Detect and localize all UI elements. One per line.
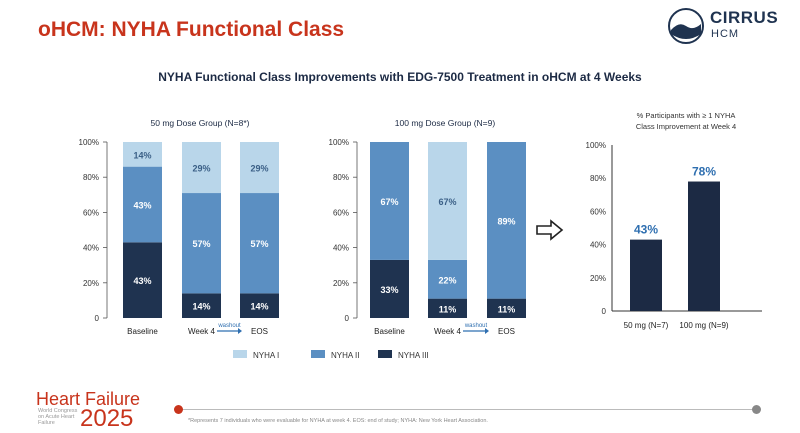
- data-label: 67%: [438, 197, 456, 207]
- x-tick-label: 100 mg (N=9): [679, 321, 728, 330]
- panel-title: 100 mg Dose Group (N=9): [395, 118, 496, 128]
- chart-subtitle: NYHA Functional Class Improvements with …: [158, 70, 642, 84]
- footer-dot-left: [174, 405, 183, 414]
- data-label: 11%: [439, 304, 457, 314]
- x-tick-label: Baseline: [374, 327, 405, 336]
- stacked-bar-segment: [240, 142, 279, 194]
- stacked-bar-segment: [428, 142, 467, 260]
- legend-label: NYHA III: [398, 351, 429, 360]
- y-tick-label: 20%: [590, 274, 606, 283]
- washout-arrow-head: [485, 328, 489, 334]
- x-tick-label: EOS: [498, 327, 515, 336]
- stacked-bar-segment: [240, 293, 279, 318]
- stacked-bar-segment: [182, 193, 221, 294]
- stacked-bar-segment: [487, 298, 526, 318]
- slide-title: oHCM: NYHA Functional Class: [38, 18, 345, 41]
- y-tick-label: 80%: [590, 174, 606, 183]
- data-label: 67%: [380, 197, 398, 207]
- data-label: 14%: [250, 302, 268, 312]
- legend-label: NYHA II: [331, 351, 359, 360]
- bar: [688, 181, 720, 311]
- y-tick-label: 40%: [333, 244, 349, 253]
- heart-failure-logo-text: Heart Failure: [36, 389, 141, 409]
- y-tick-label: 0: [602, 307, 607, 316]
- logo-name: CIRRUS: [710, 8, 779, 27]
- stacked-bar-segment: [487, 142, 526, 299]
- data-label: 22%: [438, 275, 456, 285]
- cirrus-logo-mark: [668, 8, 704, 44]
- data-label: 43%: [133, 276, 151, 286]
- chart-area: 50 mg Dose Group (N=8*) 0 20% 40% 60% 80% 100%…: [79, 111, 762, 360]
- heart-failure-logo-subtext: World Congress on Acute Heart Failure: [38, 408, 78, 426]
- y-tick-label: 80%: [333, 173, 349, 182]
- x-tick-label: Week 4: [188, 327, 216, 336]
- y-tick-label: 20%: [83, 279, 99, 288]
- y-tick-label: 20%: [333, 279, 349, 288]
- y-tick-label: 0: [345, 314, 350, 323]
- data-label: 57%: [192, 239, 210, 249]
- data-label: 33%: [380, 285, 398, 295]
- footnote: *Represents 7 individuals who were evalu…: [188, 418, 488, 424]
- x-tick-label: Baseline: [127, 327, 158, 336]
- washout-label: washout: [217, 323, 241, 329]
- x-tick-label: EOS: [251, 327, 268, 336]
- stacked-bar-segment: [370, 259, 409, 318]
- stacked-bar-segment: [428, 298, 467, 318]
- y-tick-label: 80%: [83, 173, 99, 182]
- stacked-bar-segment: [428, 259, 467, 299]
- legend-swatch: [311, 350, 325, 358]
- x-tick-label: 50 mg (N=7): [624, 321, 669, 330]
- bar: [630, 239, 662, 311]
- legend-swatch: [233, 350, 247, 358]
- panel-title: Class Improvement at Week 4: [636, 122, 736, 131]
- panel-title: 50 mg Dose Group (N=8*): [151, 118, 250, 128]
- data-label: 29%: [250, 164, 268, 174]
- y-tick-label: 60%: [333, 208, 349, 217]
- data-label: 14%: [192, 302, 210, 312]
- data-label: 78%: [692, 165, 716, 179]
- data-label: 43%: [133, 200, 151, 210]
- heart-failure-logo-year: 2025: [80, 405, 134, 432]
- panel-title: % Participants with ≥ 1 NYHA: [637, 111, 736, 120]
- footer-dot-right: [752, 405, 761, 414]
- washout-arrow-head: [238, 328, 242, 334]
- stacked-bar-segment: [370, 142, 409, 260]
- x-tick-label: Week 4: [434, 327, 462, 336]
- stacked-bar-segment: [123, 142, 162, 167]
- stacked-bar-segment: [182, 293, 221, 318]
- data-label: 14%: [133, 150, 151, 160]
- y-tick-label: 60%: [83, 208, 99, 217]
- data-label: 89%: [497, 216, 515, 226]
- y-tick-label: 100%: [329, 138, 349, 147]
- washout-label: washout: [464, 323, 488, 329]
- stacked-bar-segment: [123, 166, 162, 243]
- y-tick-label: 40%: [590, 241, 606, 250]
- footer-divider: [178, 409, 756, 410]
- data-label: 43%: [634, 223, 658, 237]
- data-label: 57%: [250, 239, 268, 249]
- legend-label: NYHA I: [253, 351, 279, 360]
- logo-sub: HCM: [711, 28, 740, 40]
- y-tick-label: 100%: [79, 138, 99, 147]
- stacked-bar-segment: [182, 142, 221, 194]
- stacked-bar-segment: [123, 242, 162, 318]
- transition-arrow-icon: [536, 219, 564, 241]
- y-tick-label: 100%: [586, 141, 606, 150]
- data-label: 29%: [192, 164, 210, 174]
- y-tick-label: 40%: [83, 244, 99, 253]
- y-tick-label: 0: [95, 314, 100, 323]
- y-tick-label: 60%: [590, 207, 606, 216]
- stacked-bar-segment: [240, 193, 279, 294]
- legend-swatch: [378, 350, 392, 358]
- data-label: 11%: [498, 304, 516, 314]
